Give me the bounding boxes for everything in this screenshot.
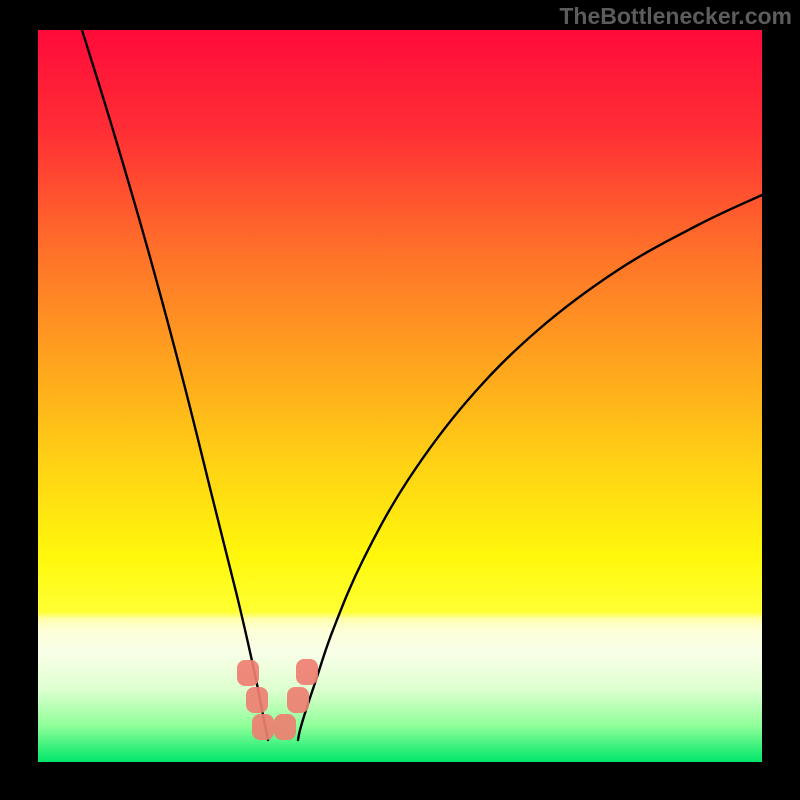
bottleneck-marker bbox=[287, 687, 309, 713]
watermark-text: TheBottlenecker.com bbox=[559, 3, 792, 29]
watermark: TheBottlenecker.com bbox=[559, 3, 792, 30]
bottleneck-marker bbox=[246, 687, 268, 713]
bottleneck-curve bbox=[82, 30, 268, 740]
bottleneck-curve bbox=[298, 195, 762, 740]
curve-layer bbox=[38, 30, 762, 762]
plot-area bbox=[38, 30, 762, 762]
bottleneck-marker bbox=[237, 660, 259, 686]
bottleneck-marker bbox=[274, 714, 296, 740]
bottleneck-marker bbox=[252, 714, 274, 740]
chart-container: TheBottlenecker.com bbox=[0, 0, 800, 800]
bottleneck-marker bbox=[296, 659, 318, 685]
